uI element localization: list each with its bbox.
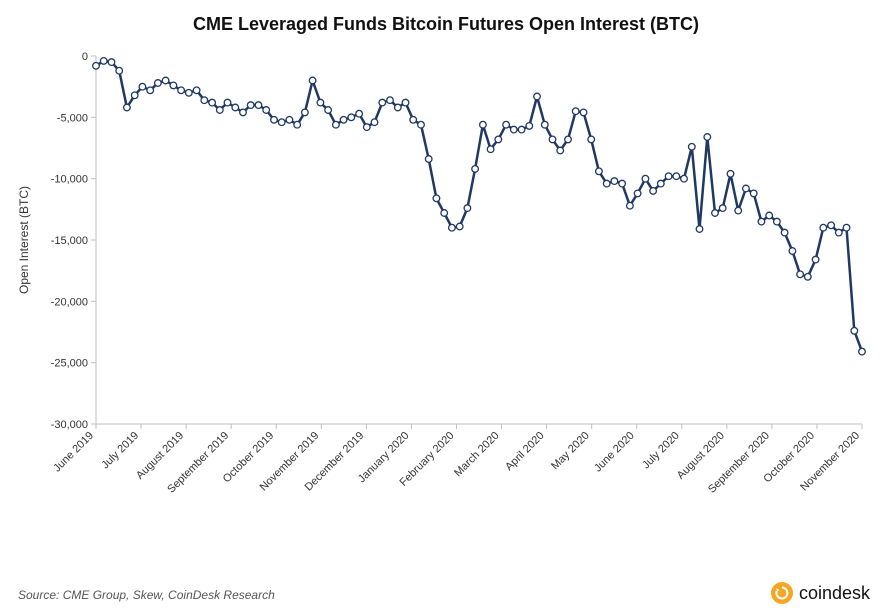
coindesk-brand-text: coindesk: [799, 583, 870, 604]
chart-title: CME Leveraged Funds Bitcoin Futures Open…: [0, 14, 892, 35]
svg-text:June 2020: June 2020: [592, 430, 637, 475]
svg-text:-15,000: -15,000: [51, 235, 88, 247]
svg-text:-30,000: -30,000: [51, 419, 88, 431]
svg-text:0: 0: [82, 51, 88, 63]
svg-text:March 2020: March 2020: [452, 430, 502, 480]
svg-text:July 2019: July 2019: [99, 430, 141, 472]
open-interest-chart: -30,000 -25,000 -20,000 -15,000 -10,000 -5,00…: [12, 44, 872, 544]
svg-text:Open Interest (BTC): Open Interest (BTC): [17, 186, 31, 294]
source-attribution: Source: CME Group, Skew, CoinDesk Resear…: [18, 588, 275, 602]
svg-text:-20,000: -20,000: [51, 296, 88, 308]
svg-text:-10,000: -10,000: [51, 174, 88, 186]
svg-text:-25,000: -25,000: [51, 358, 88, 370]
svg-text:July 2020: July 2020: [640, 430, 682, 472]
svg-text:June 2019: June 2019: [51, 430, 96, 475]
svg-text:May 2020: May 2020: [549, 430, 592, 473]
svg-text:-5,000: -5,000: [57, 112, 88, 124]
coindesk-logo-icon: [771, 582, 793, 604]
svg-text:April 2020: April 2020: [503, 430, 547, 474]
refresh-icon: [775, 586, 789, 600]
coindesk-brand: coindesk: [771, 582, 870, 604]
